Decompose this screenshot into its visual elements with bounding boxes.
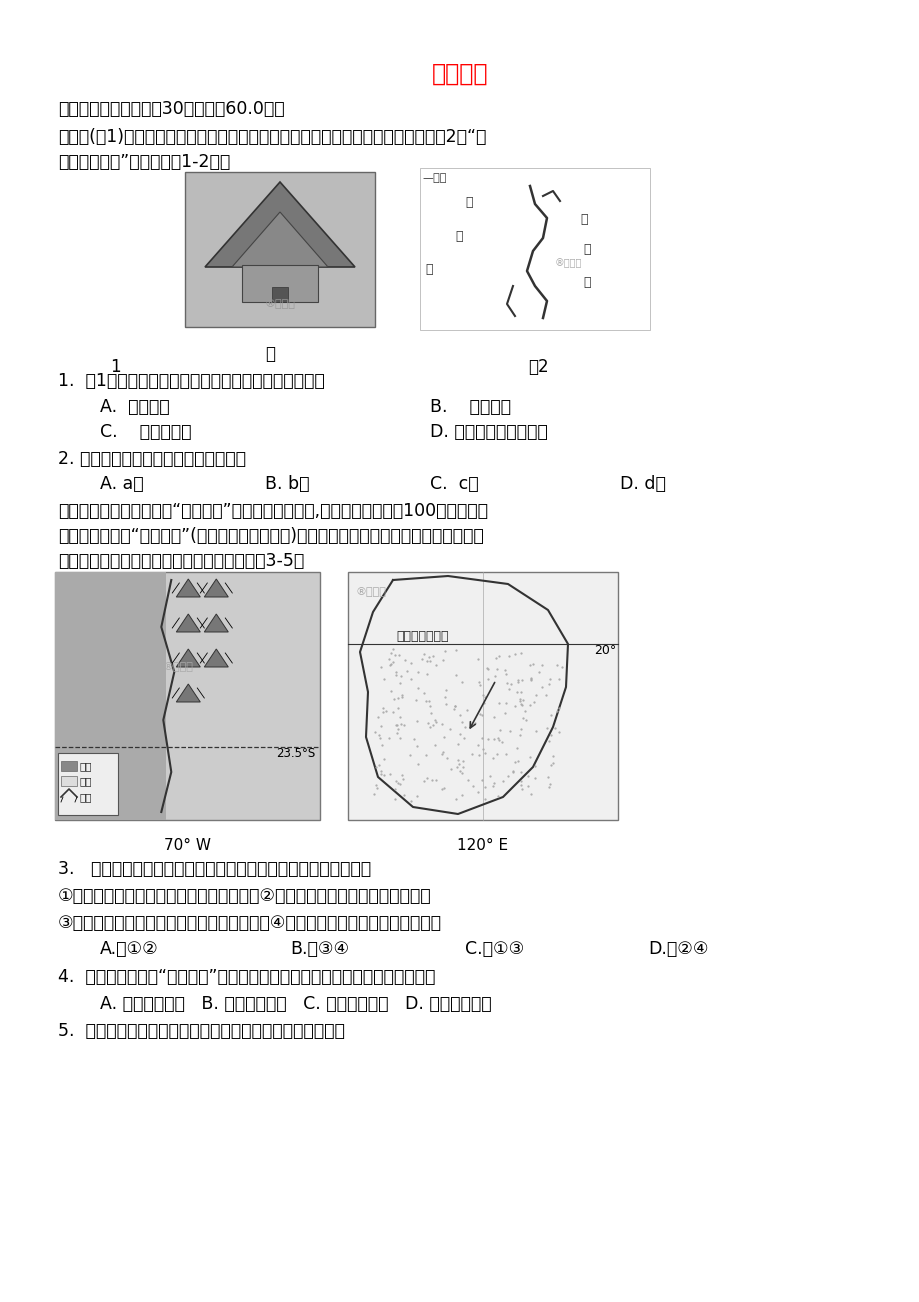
Polygon shape (176, 579, 200, 598)
Text: C.  c地: C. c地 (429, 475, 478, 493)
FancyBboxPatch shape (347, 572, 618, 820)
Text: A. 该地气候变暖   B. 该地降水增多   C. 山区融水增多   D. 昼夜温差增大: A. 该地气候变暖 B. 该地降水增多 C. 山区融水增多 D. 昼夜温差增大 (100, 995, 491, 1013)
Text: 本轮廓示意图”。读图回答1-2题。: 本轮廓示意图”。读图回答1-2题。 (58, 154, 230, 171)
Text: 20°: 20° (593, 644, 616, 658)
FancyBboxPatch shape (55, 572, 166, 820)
Text: B. b地: B. b地 (265, 475, 309, 493)
Text: 1.  图1所示建筑物的屋顶造型设计是为了适应当地（）: 1. 图1所示建筑物的屋顶造型设计是为了适应当地（） (58, 372, 324, 391)
Polygon shape (242, 266, 318, 302)
Text: D.、②④: D.、②④ (647, 940, 708, 958)
Text: 洋: 洋 (583, 276, 590, 289)
Polygon shape (204, 579, 228, 598)
FancyBboxPatch shape (55, 572, 320, 820)
Polygon shape (205, 182, 355, 267)
FancyBboxPatch shape (61, 760, 77, 771)
Text: 沙漠: 沙漠 (80, 776, 93, 786)
Text: ®正确云: ®正确云 (265, 299, 295, 309)
Text: B.、③④: B.、③④ (289, 940, 348, 958)
Text: D. 地震、火山活动频繁: D. 地震、火山活动频繁 (429, 423, 547, 441)
Text: D. d地: D. d地 (619, 475, 665, 493)
Text: 图2: 图2 (528, 358, 548, 376)
Polygon shape (176, 684, 200, 702)
Text: B.    冬季暴雪: B. 冬季暴雪 (429, 398, 510, 417)
Text: C.    多洪涝灾害: C. 多洪涝灾害 (100, 423, 191, 441)
Text: 为西澳大利亚沙漠图，人烟稀少。读图，完成3-5题: 为西澳大利亚沙漠图，人烟稀少。读图，完成3-5题 (58, 552, 304, 570)
Text: ®正确云: ®正确云 (554, 258, 582, 268)
Text: 23.5°S: 23.5°S (276, 747, 314, 760)
Text: 一、单选题（本大题入30小题，入60.0分）: 一、单选题（本大题入30小题，入60.0分） (58, 100, 284, 118)
Text: 3.   阿塔卡马沙漠比西澳大利亚沙漠降水更少，下列与其相关的是: 3. 阿塔卡马沙漠比西澳大利亚沙漠降水更少，下列与其相关的是 (58, 861, 370, 878)
Text: 图: 图 (265, 345, 275, 363)
Text: 地理试题: 地理试题 (431, 62, 488, 86)
Polygon shape (204, 648, 228, 667)
Text: 海: 海 (425, 263, 432, 276)
Text: A.、①②: A.、①② (100, 940, 159, 958)
Text: 山脉: 山脉 (80, 792, 93, 802)
Text: —山脉: —山脉 (422, 173, 446, 184)
Text: 1: 1 (110, 358, 120, 376)
Text: 平: 平 (583, 243, 590, 256)
Text: 太: 太 (579, 214, 587, 227)
Text: ①阿塔卡马沙漠距赤道较远，上升气流较弱②阿塔卡马沙漠受地形的影响更明量: ①阿塔卡马沙漠距赤道较远，上升气流较弱②阿塔卡马沙漠受地形的影响更明量 (58, 887, 431, 905)
Text: ®正确云: ®正确云 (356, 587, 387, 598)
Text: 海洋: 海洋 (80, 760, 93, 771)
Text: 本: 本 (455, 230, 462, 243)
Text: 2. 下列四地中，合掌造最可能位于（）: 2. 下列四地中，合掌造最可能位于（） (58, 450, 245, 467)
Polygon shape (272, 286, 288, 302)
Polygon shape (204, 615, 228, 631)
Text: 西澳大利亚沙漠: 西澳大利亚沙漠 (395, 630, 448, 643)
Text: 5.  阿塔卡马沙漠比西澳大利亚沙漠人口密度大的主要原因是: 5. 阿塔卡马沙漠比西澳大利亚沙漠人口密度大的主要原因是 (58, 1022, 345, 1040)
Text: 下列左图沙漠为被称为为“世界干极”的智利塔卡马沙漠,但是这里却生活着100多万人而且: 下列左图沙漠为被称为为“世界干极”的智利塔卡马沙漠,但是这里却生活着100多万人… (58, 503, 487, 519)
Text: ③西澳大利亚沙漠受东南信风控制的时间更短④西澳大利亚沙漠受寢流的影响更小: ③西澳大利亚沙漠受东南信风控制的时间更短④西澳大利亚沙漠受寢流的影响更小 (58, 914, 441, 932)
Text: ®正确云: ®正确云 (162, 661, 193, 672)
FancyBboxPatch shape (58, 753, 118, 815)
Text: A. a地: A. a地 (100, 475, 143, 493)
Text: 合掌造(图1)是日本的一种木造建筑物，屋顶厚且陨，以便适应当地的地理环境。图2为“日: 合掌造(图1)是日本的一种木造建筑物，屋顶厚且陨，以便适应当地的地理环境。图2为… (58, 128, 486, 146)
Polygon shape (232, 212, 328, 267)
Text: C.、①③: C.、①③ (464, 940, 524, 958)
Text: 日: 日 (464, 197, 472, 210)
FancyBboxPatch shape (185, 172, 375, 327)
Text: 70° W: 70° W (164, 838, 210, 853)
Text: 每隔一段时间，“沙漠开花”(即沙漠中的种子发芽)往往会和厄尔尼诺现象相伴发生。下右图: 每隔一段时间，“沙漠开花”(即沙漠中的种子发芽)往往会和厄尔尼诺现象相伴发生。下… (58, 527, 483, 546)
FancyBboxPatch shape (61, 776, 77, 786)
Polygon shape (176, 648, 200, 667)
Text: 120° E: 120° E (457, 838, 508, 853)
Polygon shape (176, 615, 200, 631)
Text: A.  旱灾频发: A. 旱灾频发 (100, 398, 169, 417)
Text: 4.  厄尔尼诺现象和“沙漠开花”往往同时出现，其主要原因是厄尔尼诺现象导致: 4. 厄尔尼诺现象和“沙漠开花”往往同时出现，其主要原因是厄尔尼诺现象导致 (58, 967, 435, 986)
FancyBboxPatch shape (420, 168, 650, 329)
